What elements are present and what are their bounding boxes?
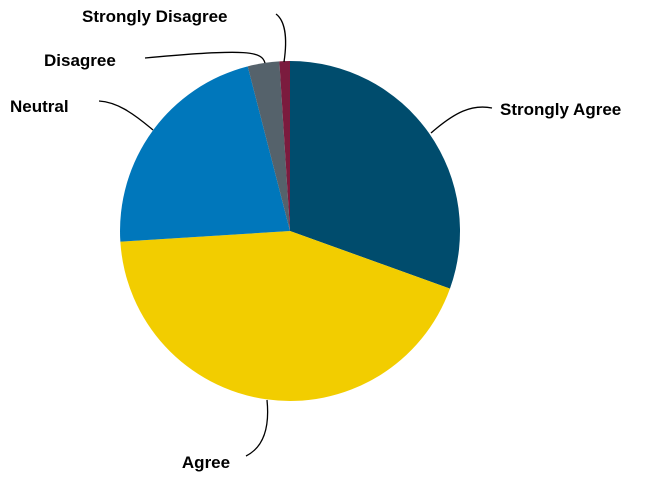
pie-slice-agree: [120, 231, 450, 401]
leader-lines: [98, 13, 493, 457]
slice-label-strongly-agree: Strongly Agree: [500, 100, 621, 119]
leader-line-neutral: [98, 100, 154, 131]
pie-slices: [120, 61, 461, 401]
pie-slice-strongly-disagree: [279, 61, 290, 231]
slice-label-neutral: Neutral: [10, 97, 69, 116]
leader-line-agree: [245, 399, 269, 457]
slice-labels: Strongly Agree Agree Neutral Disagree St…: [10, 7, 621, 472]
pie-slice-neutral: [120, 66, 290, 242]
pie-slice-disagree: [247, 61, 290, 232]
slice-label-strongly-disagree: Strongly Disagree: [82, 7, 228, 26]
slice-label-agree: Agree: [182, 453, 230, 472]
leader-line-strongly-disagree: [275, 13, 287, 63]
pie-slice-strongly-agree: [290, 61, 461, 289]
leader-line-strongly-agree: [430, 106, 493, 134]
leader-line-disagree: [144, 51, 266, 64]
slice-label-disagree: Disagree: [44, 51, 116, 70]
